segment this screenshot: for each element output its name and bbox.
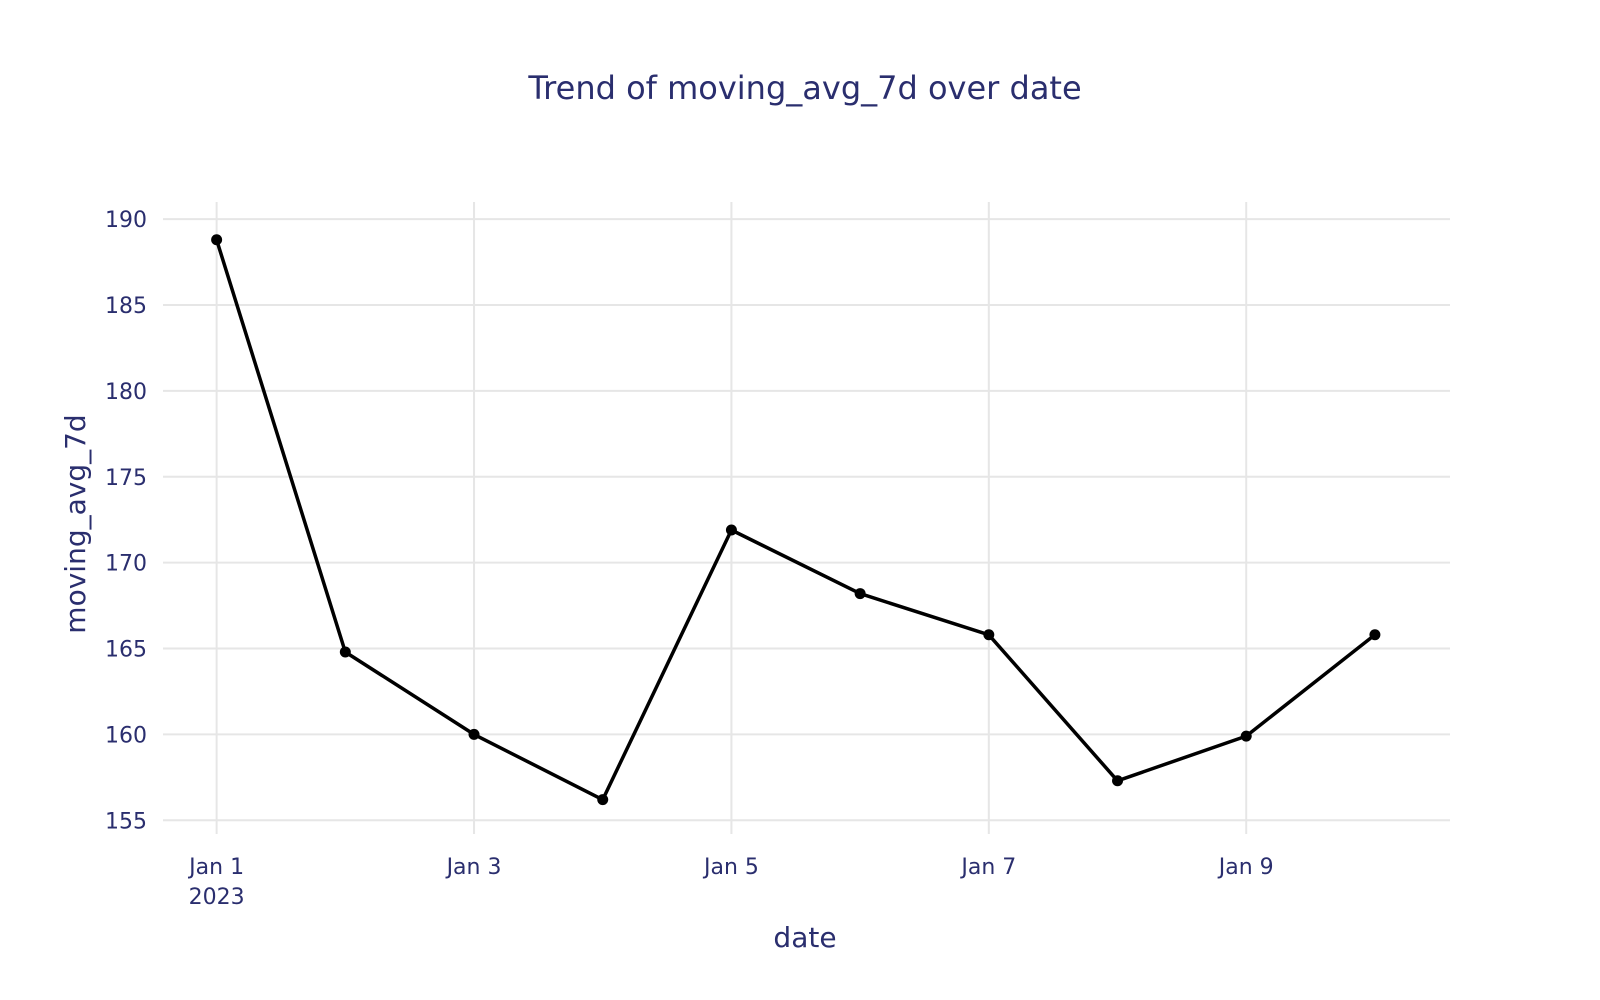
x-axis-label: date [773, 921, 836, 954]
y-tick-label: 185 [105, 294, 147, 319]
data-point [1369, 629, 1381, 641]
x-tick-label: Jan 5 [702, 855, 759, 880]
data-point [1240, 730, 1252, 742]
x-tick-label: Jan 1 [187, 855, 244, 880]
series-line [214, 239, 1376, 802]
y-tick-label: 155 [105, 809, 147, 834]
x-tick-label: Jan 3 [445, 855, 502, 880]
x-tick-label: Jan 9 [1217, 855, 1274, 880]
y-tick-label: 190 [105, 208, 147, 233]
y-axis-label: moving_avg_7d [59, 414, 92, 633]
data-point [854, 588, 866, 600]
tick-labels: 155 160 165 170 175 180 185 190 Jan 1 2023 Jan 3 Ja… [105, 208, 1274, 910]
y-tick-label: 160 [105, 723, 147, 748]
x-tick-label: Jan 7 [959, 855, 1016, 880]
grid [163, 202, 1450, 834]
y-tick-label: 165 [105, 638, 147, 663]
series-layer [211, 234, 1381, 806]
data-point [1112, 775, 1124, 787]
data-point [211, 234, 223, 246]
data-point [725, 524, 737, 536]
chart-title: Trend of moving_avg_7d over date [527, 69, 1081, 107]
y-tick-label: 175 [105, 466, 147, 491]
data-point [339, 646, 351, 658]
data-point [983, 629, 995, 641]
y-tick-label: 170 [105, 552, 147, 577]
x-tick-sublabel: 2023 [189, 885, 245, 910]
y-tick-label: 180 [105, 380, 147, 405]
data-point [468, 728, 480, 740]
data-point [597, 794, 609, 806]
